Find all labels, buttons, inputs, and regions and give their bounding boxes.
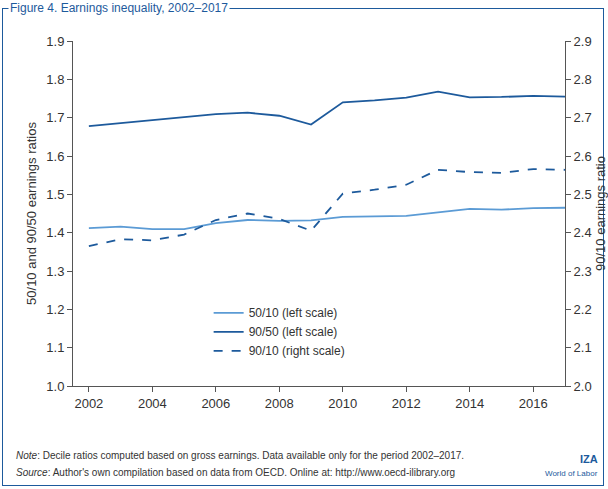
svg-text:2.0: 2.0 xyxy=(574,379,592,394)
svg-text:IZA: IZA xyxy=(580,453,598,465)
svg-text:1.7: 1.7 xyxy=(46,110,64,125)
svg-text:2002: 2002 xyxy=(74,396,103,411)
svg-text:90/10 (right scale): 90/10 (right scale) xyxy=(249,344,345,358)
svg-text:50/10 and 90/50 earnings ratio: 50/10 and 90/50 earnings ratios xyxy=(24,122,39,305)
svg-text:World of Labor: World of Labor xyxy=(545,469,598,478)
svg-text:2004: 2004 xyxy=(138,396,167,411)
svg-text:Note: Decile ratios computed b: Note: Decile ratios computed based on gr… xyxy=(16,450,464,461)
svg-text:1.0: 1.0 xyxy=(46,379,64,394)
svg-text:Figure 4. Earnings inequality,: Figure 4. Earnings inequality, 2002–2017 xyxy=(10,1,228,15)
svg-text:2.2: 2.2 xyxy=(574,302,592,317)
svg-text:1.8: 1.8 xyxy=(46,72,64,87)
svg-text:2.9: 2.9 xyxy=(574,34,592,49)
svg-text:90/50 (left scale): 90/50 (left scale) xyxy=(249,325,338,339)
svg-text:2016: 2016 xyxy=(519,396,548,411)
svg-text:2006: 2006 xyxy=(201,396,230,411)
svg-text:1.4: 1.4 xyxy=(46,225,64,240)
svg-text:50/10 (left scale): 50/10 (left scale) xyxy=(249,306,338,320)
svg-text:2008: 2008 xyxy=(265,396,294,411)
svg-text:1.6: 1.6 xyxy=(46,149,64,164)
svg-text:2.8: 2.8 xyxy=(574,72,592,87)
svg-text:2.3: 2.3 xyxy=(574,264,592,279)
svg-text:1.1: 1.1 xyxy=(46,340,64,355)
svg-text:90/10 earnings ratio: 90/10 earnings ratio xyxy=(593,156,608,271)
svg-text:1.9: 1.9 xyxy=(46,34,64,49)
svg-text:2.1: 2.1 xyxy=(574,340,592,355)
svg-text:2012: 2012 xyxy=(392,396,421,411)
svg-text:2.7: 2.7 xyxy=(574,110,592,125)
svg-text:2.5: 2.5 xyxy=(574,187,592,202)
svg-text:Source: Author's own compilati: Source: Author's own compilation based o… xyxy=(16,467,455,478)
svg-text:2.4: 2.4 xyxy=(574,225,592,240)
svg-text:2.6: 2.6 xyxy=(574,149,592,164)
svg-text:2014: 2014 xyxy=(455,396,484,411)
svg-text:1.5: 1.5 xyxy=(46,187,64,202)
svg-text:1.2: 1.2 xyxy=(46,302,64,317)
svg-text:1.3: 1.3 xyxy=(46,264,64,279)
svg-text:2010: 2010 xyxy=(328,396,357,411)
